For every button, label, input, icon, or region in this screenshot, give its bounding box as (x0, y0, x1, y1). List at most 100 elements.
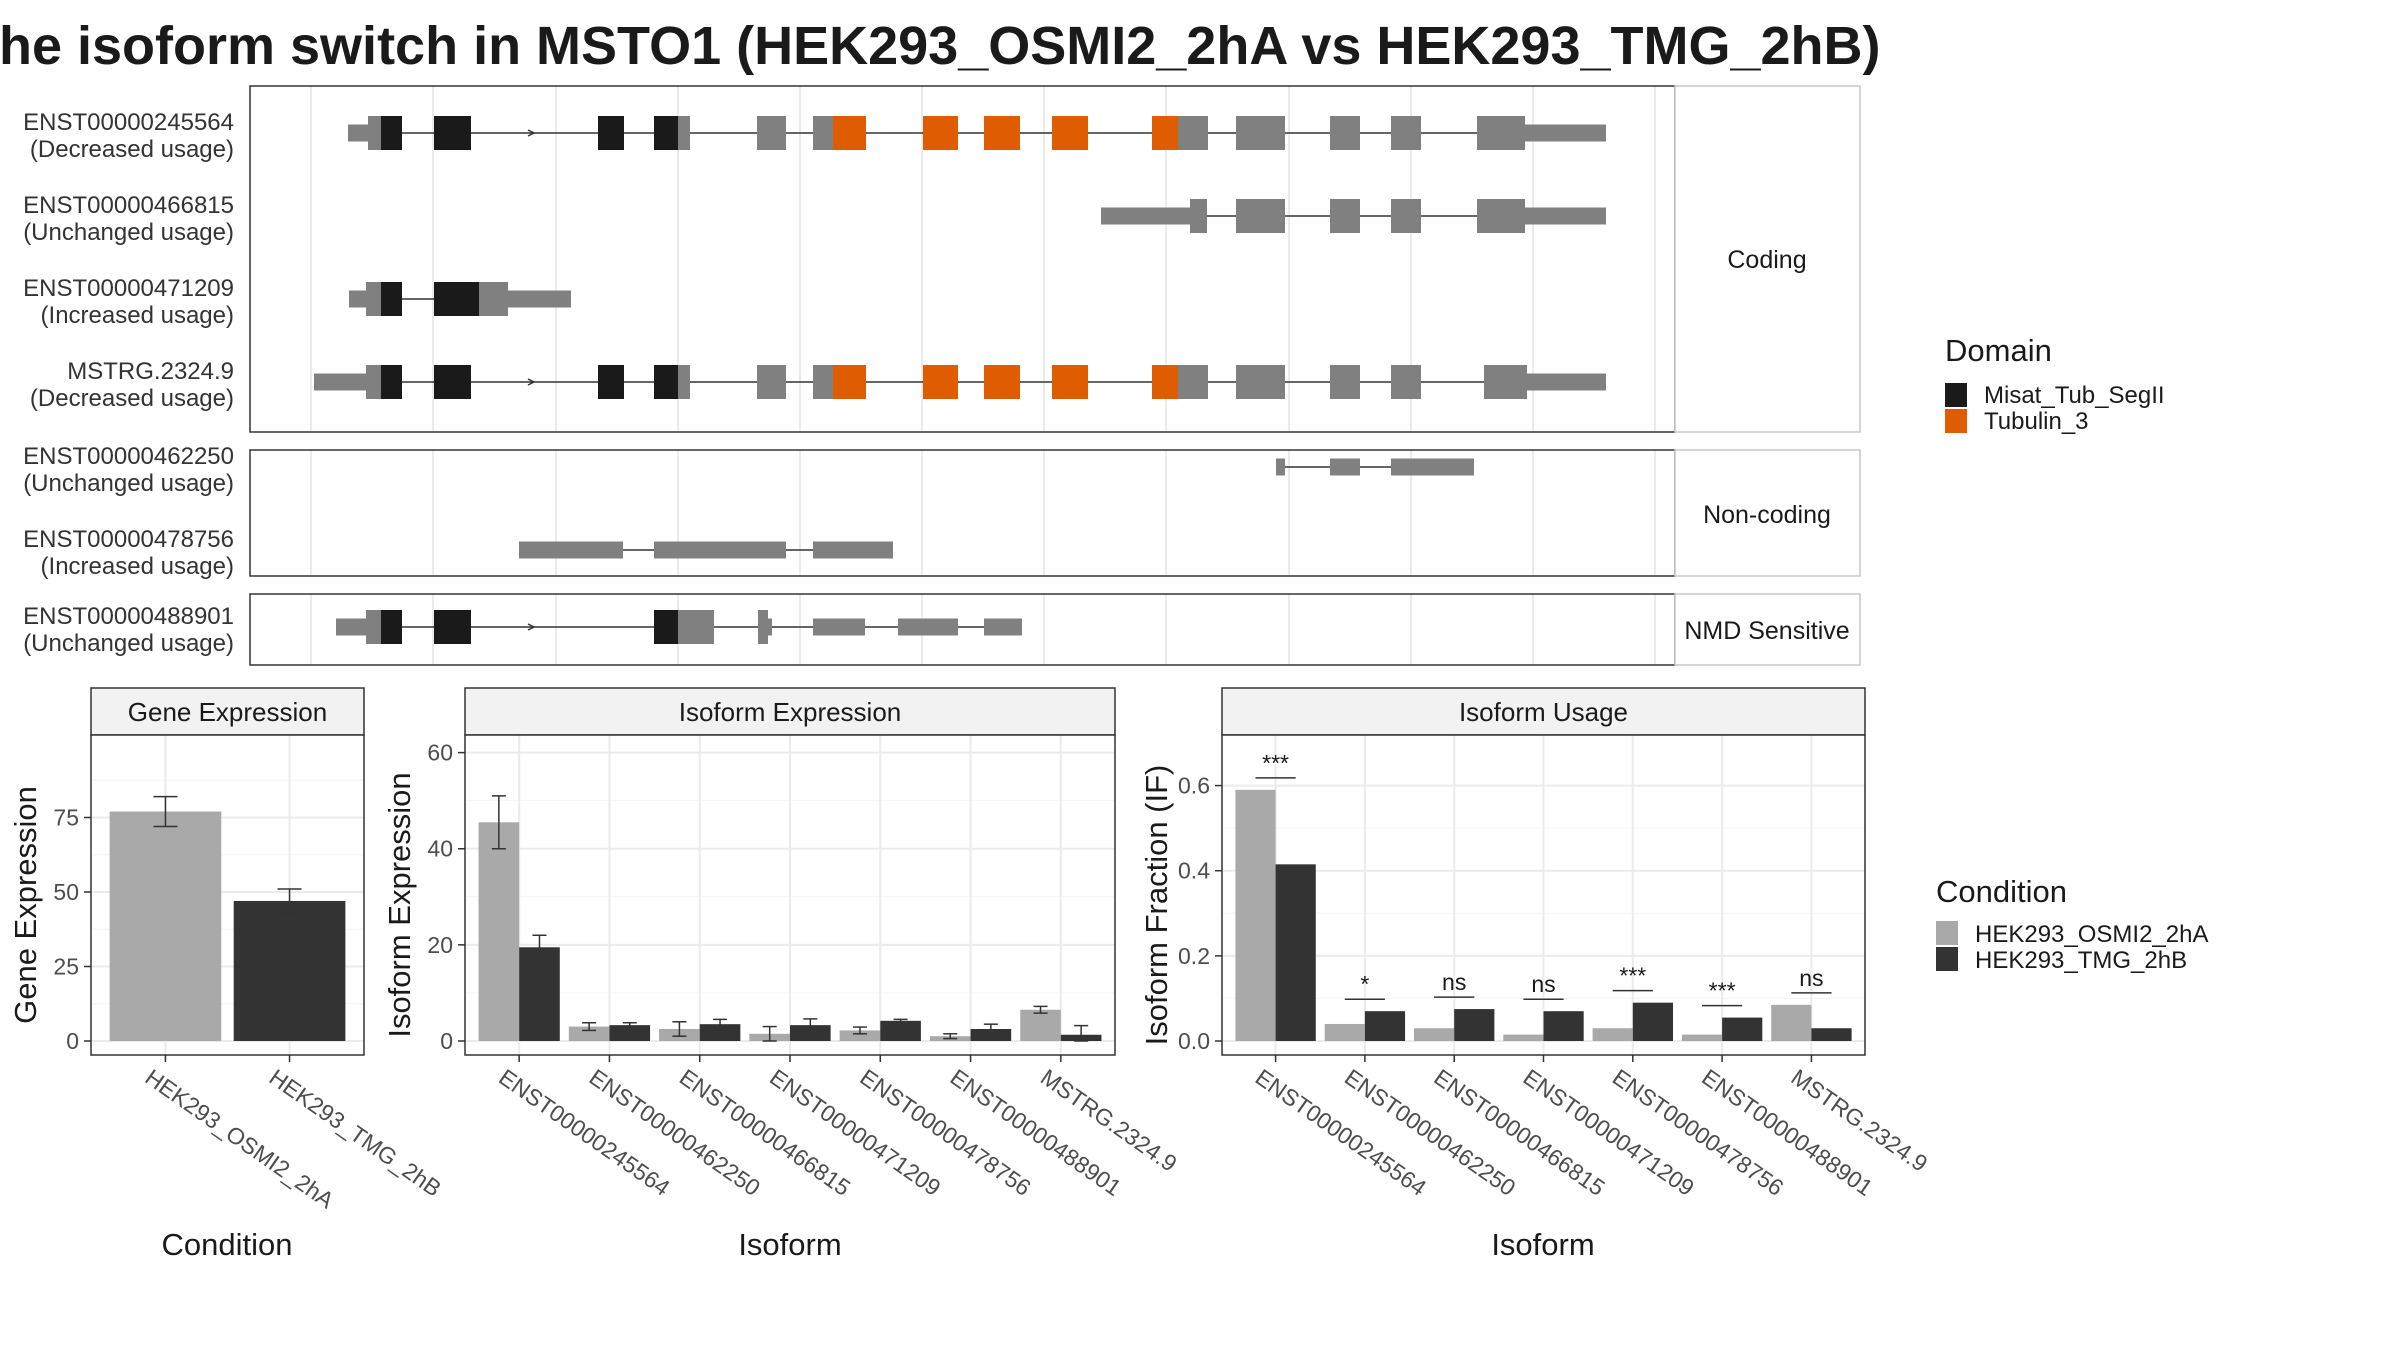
y-tick-label: 0.6 (1178, 773, 1210, 799)
chart-title: Gene Expression (128, 697, 327, 727)
domain-misat-block (654, 365, 678, 399)
chart-strip (90, 687, 365, 736)
significance-label: * (1360, 971, 1369, 997)
bar (1235, 789, 1276, 1041)
exon-block (508, 290, 571, 308)
y-tick-label: 75 (53, 805, 79, 831)
bar-chart-area: Gene Expression0255075HEK293_OSMI2_2hAHE… (8, 687, 1932, 1262)
transcript-track (314, 365, 1606, 399)
y-tick-label: 20 (427, 932, 453, 958)
transcript-track (519, 541, 893, 559)
domain-tubulin-block (1152, 365, 1178, 399)
bar (1503, 1034, 1544, 1041)
x-axis-title: Condition (162, 1227, 293, 1262)
isoform-id-label: ENST00000488901 (23, 603, 234, 630)
domain-tubulin-block (923, 365, 958, 399)
transcript-track (1276, 458, 1474, 476)
significance-label: ns (1799, 965, 1823, 991)
exon-block (348, 124, 368, 142)
bar (609, 1025, 651, 1041)
legend-label-cond-b: HEK293_TMG_2hB (1975, 947, 2187, 974)
domain-misat-block (434, 365, 471, 399)
significance-label: ns (1531, 971, 1555, 997)
exon-block (1391, 199, 1421, 233)
domain-misat-block (654, 116, 678, 150)
exon-block (1178, 116, 1208, 150)
exon-block (678, 365, 690, 399)
transcript-track (349, 282, 571, 316)
transcript-track (336, 610, 1022, 644)
domain-misat-block (381, 282, 402, 316)
exon-block (336, 618, 366, 636)
x-axis-title: Isoform (1491, 1227, 1594, 1262)
transcript-structure-area (249, 85, 1676, 666)
domain-tubulin-block (1152, 116, 1178, 150)
page-title: The isoform switch in MSTO1 (HEK293_OSMI… (0, 16, 1880, 76)
bar (1632, 1002, 1673, 1041)
exon-block (368, 116, 381, 150)
exon-block (1236, 365, 1285, 399)
exon-block (1101, 207, 1190, 225)
bar-chart-panel: Gene Expression0255075HEK293_OSMI2_2hAHE… (8, 687, 446, 1262)
transcript-track (348, 116, 1606, 150)
bar (1414, 1028, 1455, 1041)
condition-legend: Condition HEK293_OSMI2_2hA HEK293_TMG_2h… (1936, 874, 2208, 974)
domain-misat-block (434, 116, 471, 150)
condition-legend-title: Condition (1936, 874, 2067, 909)
bar-chart-panel: Isoform Usage0.00.20.40.6***ENST00000245… (1139, 687, 1932, 1262)
bar (839, 1030, 881, 1041)
exon-block (758, 610, 768, 644)
isoform-id-label: ENST00000462250 (23, 443, 234, 470)
isoform-usage-label: (Increased usage) (41, 553, 234, 580)
bar-chart-panel: Isoform Expression0204060ENST00000245564… (382, 687, 1182, 1262)
x-axis-title: Isoform (738, 1227, 841, 1262)
isoform-id-label: ENST00000245564 (23, 109, 234, 136)
exon-block (366, 365, 381, 399)
exon-block (1525, 207, 1606, 225)
isoform-usage-label: (Unchanged usage) (23, 219, 234, 246)
exon-block (984, 618, 1022, 636)
bar (1722, 1017, 1763, 1041)
bar (1811, 1028, 1852, 1041)
y-tick-label: 0.0 (1178, 1028, 1210, 1054)
bar (1543, 1011, 1584, 1041)
strip-label-coding: Coding (1727, 246, 1806, 274)
isoform-id-label: ENST00000478756 (23, 526, 234, 553)
legend-label-tubulin: Tubulin_3 (1984, 408, 2089, 435)
isoform-id-label: ENST00000471209 (23, 275, 234, 302)
y-axis-title: Gene Expression (8, 786, 43, 1024)
exon-block (678, 116, 690, 150)
y-tick-label: 0.4 (1178, 858, 1210, 884)
legend-swatch-cond-b (1936, 947, 1958, 971)
isoform-usage-label: (Decreased usage) (30, 385, 234, 412)
exon-block (1391, 365, 1421, 399)
exon-block (1525, 124, 1606, 142)
isoform-id-label: MSTRG.2324.9 (67, 358, 234, 385)
bar (109, 811, 222, 1041)
exon-block (1330, 365, 1360, 399)
domain-tubulin-block (1052, 365, 1088, 399)
exon-block (1330, 199, 1360, 233)
exon-block (1178, 365, 1208, 399)
isoform-usage-label: (Unchanged usage) (23, 630, 234, 657)
domain-tubulin-block (923, 116, 958, 150)
significance-label: ns (1442, 969, 1466, 995)
domain-tubulin-block (833, 365, 866, 399)
chart-panel-border (464, 734, 1116, 1056)
exon-block (479, 282, 508, 316)
domain-misat-block (381, 610, 402, 644)
bar (1771, 1004, 1812, 1041)
strip-label-non-coding: Non-coding (1703, 501, 1831, 529)
domain-tubulin-block (833, 116, 866, 150)
bar (1275, 864, 1316, 1041)
exon-block (1484, 365, 1527, 399)
domain-misat-block (381, 116, 402, 150)
exon-block (678, 610, 714, 644)
bar (568, 1026, 610, 1041)
strip-label-nmd-sensitive: NMD Sensitive (1684, 617, 1849, 645)
exon-block (1276, 458, 1285, 476)
exon-block (1477, 116, 1525, 150)
exon-block (757, 116, 786, 150)
exon-block (1391, 116, 1421, 150)
